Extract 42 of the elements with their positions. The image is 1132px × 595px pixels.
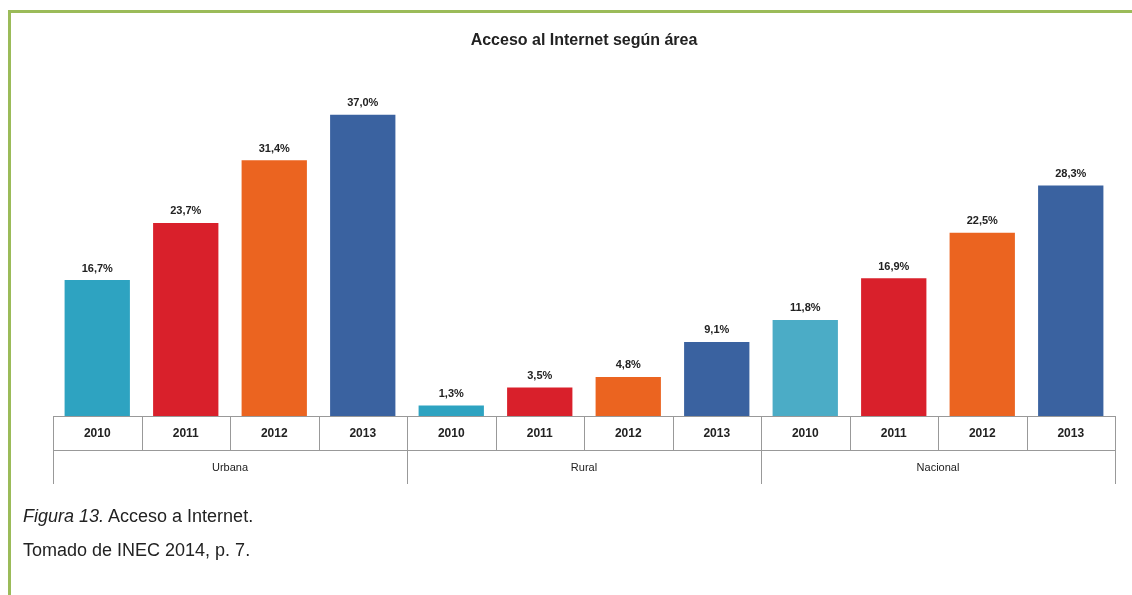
data-label: 16,9% [878,259,910,272]
bar [949,232,1015,416]
chart-title: Acceso al Internet según área [470,31,698,49]
x-tick-label: 2013 [1057,426,1085,441]
data-label: 23,7% [170,204,202,217]
bar [772,319,838,416]
data-label: 9,1% [704,323,730,336]
data-label: 22,5% [966,214,999,227]
text: Figura 13. Acceso a Internet. [23,506,254,527]
bar [684,341,750,416]
x-tick-label: 2013 [349,426,377,441]
bar [241,160,307,416]
text: Tomado de INEC 2014, p. 7. [23,540,251,561]
text: Rural [570,461,598,474]
data-label: 31,4% [258,141,291,154]
bar [418,405,484,416]
data-label: 3,5% [527,369,553,382]
text: Urbana [211,461,249,474]
text: Nacional [916,461,960,474]
data-label: 11,8% [789,301,821,314]
bar [1038,185,1104,416]
data-label: 16,7% [81,261,114,274]
data-label: 37,0% [347,96,379,109]
x-tick-label: 2012 [614,426,642,441]
bar [64,279,130,416]
x-tick-label: 2011 [880,426,908,441]
bar [595,376,661,416]
x-tick-label: 2011 [526,426,554,441]
x-tick-label: 2010 [437,426,465,441]
x-tick-label: 2010 [791,426,819,441]
bar [330,114,396,416]
x-tick-label: 2012 [260,426,288,441]
x-tick-label: 2010 [83,426,111,441]
x-tick-label: 2012 [968,426,996,441]
data-label: 28,3% [1055,167,1087,180]
x-tick-label: 2011 [172,426,200,441]
bar [861,278,927,416]
bar [507,387,573,416]
data-label: 1,3% [438,386,464,399]
bar [153,222,219,416]
x-tick-label: 2013 [703,426,731,441]
data-label: 4,8% [615,358,641,371]
